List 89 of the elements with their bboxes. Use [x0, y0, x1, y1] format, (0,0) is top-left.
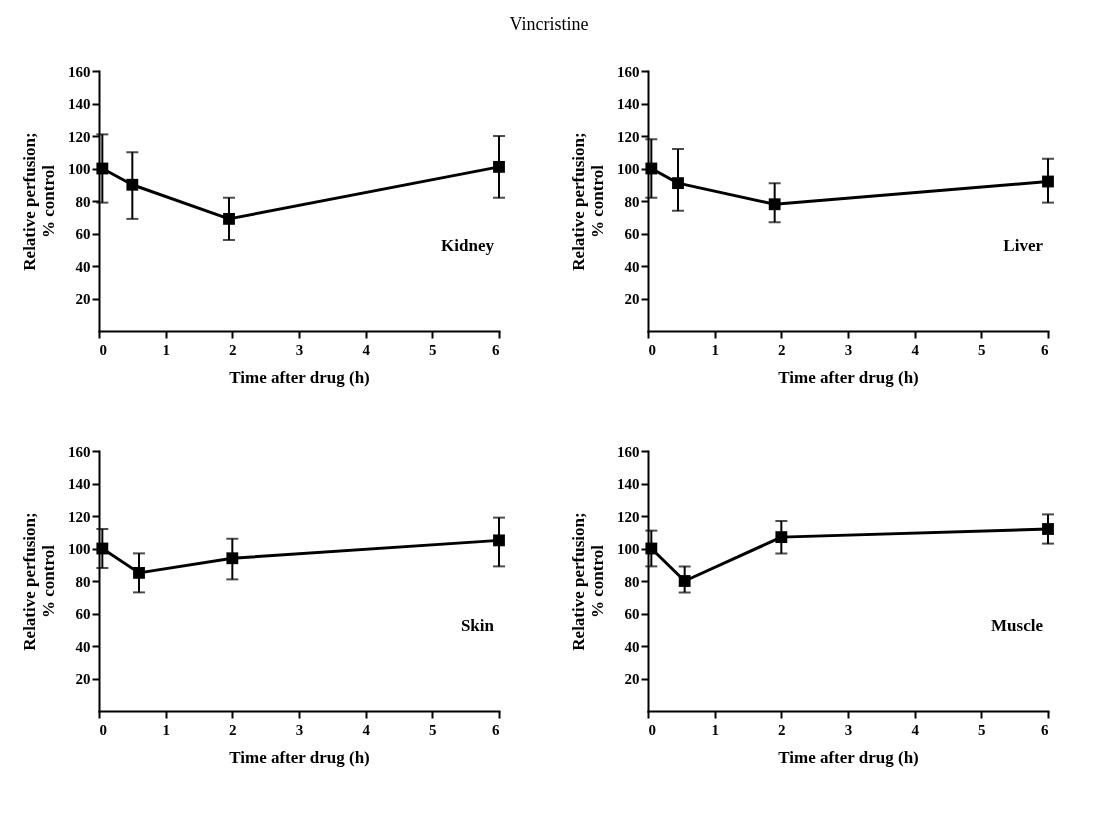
y-tick-label: 100: [617, 161, 640, 177]
x-tick-label: 1: [711, 721, 719, 738]
y-tick-label: 160: [617, 63, 640, 80]
y-tick-label: 140: [617, 476, 640, 492]
y-tick-label: 120: [68, 508, 91, 525]
x-axis-title: Time after drug (h): [778, 367, 919, 387]
x-tick-label: 4: [911, 341, 920, 358]
y-tick-label: 80: [624, 193, 640, 210]
y-tick-label: 160: [68, 443, 91, 460]
point: [96, 542, 109, 555]
x-tick-label: 4: [362, 721, 371, 738]
y-tick-label: 20: [75, 671, 91, 687]
x-tick-label: 1: [711, 341, 719, 358]
y-tick-label: 80: [75, 573, 91, 590]
y-tick-label: 140: [617, 96, 640, 112]
y-tick-label: 120: [617, 128, 640, 145]
y-tick-label: 140: [68, 476, 91, 492]
y-axis-title: Relative perfusion; % control: [569, 512, 607, 651]
annotation: Muscle: [991, 616, 1044, 635]
y-tick-label: 60: [624, 606, 640, 622]
x-tick-label: 0: [648, 341, 656, 358]
x-tick-label: 6: [1041, 721, 1049, 738]
x-tick-label: 6: [492, 721, 500, 738]
y-tick-label: 100: [617, 541, 640, 557]
point: [645, 162, 658, 175]
y-tick-label: 60: [75, 226, 91, 242]
y-tick-label: 20: [624, 671, 640, 687]
x-tick-label: 5: [978, 341, 986, 358]
y-tick-label: 40: [624, 258, 640, 275]
x-tick-label: 4: [911, 721, 920, 738]
annotation: Kidney: [441, 236, 495, 255]
x-tick-label: 2: [778, 341, 786, 358]
x-tick-label: 0: [648, 721, 656, 738]
x-tick-label: 3: [844, 341, 853, 358]
point: [1042, 175, 1054, 188]
y-tick-label: 60: [75, 606, 91, 622]
x-tick-label: 2: [229, 341, 237, 358]
y-axis-title: Relative perfusion; % control: [20, 512, 58, 651]
y-tick-label: 20: [75, 291, 91, 307]
x-tick-label: 3: [295, 341, 304, 358]
x-axis-title: Time after drug (h): [229, 367, 370, 387]
annotation: Liver: [1003, 236, 1044, 255]
annotation: Skin: [460, 616, 495, 635]
x-tick-label: 4: [362, 341, 371, 358]
x-tick-label: 2: [778, 721, 786, 738]
point: [775, 531, 788, 544]
point: [133, 566, 145, 579]
x-tick-label: 1: [162, 721, 170, 738]
y-tick-label: 80: [75, 193, 91, 210]
x-tick-label: 0: [99, 341, 107, 358]
point: [226, 552, 239, 565]
point: [493, 160, 505, 173]
point: [126, 178, 139, 191]
y-tick-label: 40: [75, 638, 91, 655]
y-tick-label: 100: [68, 161, 91, 177]
point: [1042, 523, 1054, 535]
y-tick-label: 40: [75, 258, 91, 275]
y-tick-label: 100: [68, 541, 91, 557]
y-tick-label: 160: [617, 443, 640, 460]
y-tick-label: 120: [617, 508, 640, 525]
y-axis-title: Relative perfusion; % control: [569, 132, 607, 271]
x-tick-label: 5: [429, 721, 437, 738]
x-tick-label: 5: [429, 341, 437, 358]
y-tick-label: 60: [624, 226, 640, 242]
x-tick-label: 3: [295, 721, 304, 738]
text: Vincristine: [509, 14, 589, 34]
x-tick-label: 6: [1041, 341, 1049, 358]
point: [678, 575, 691, 587]
y-tick-label: 140: [68, 96, 91, 112]
y-tick-label: 120: [68, 128, 91, 145]
x-axis-title: Time after drug (h): [778, 747, 919, 767]
x-tick-label: 0: [99, 721, 107, 738]
point: [223, 212, 235, 225]
point: [672, 177, 684, 190]
point: [768, 198, 781, 211]
y-axis-title: Relative perfusion; % control: [20, 132, 58, 271]
point: [493, 534, 505, 547]
y-tick-label: 80: [624, 573, 640, 590]
point: [96, 162, 109, 175]
x-tick-label: 1: [162, 341, 170, 358]
point: [645, 542, 658, 555]
x-tick-label: 3: [844, 721, 853, 738]
y-tick-label: 20: [624, 291, 640, 307]
x-tick-label: 5: [978, 721, 986, 738]
x-tick-label: 6: [492, 341, 500, 358]
x-tick-label: 2: [229, 721, 237, 738]
y-tick-label: 40: [624, 638, 640, 655]
y-tick-label: 160: [68, 63, 91, 80]
x-axis-title: Time after drug (h): [229, 747, 370, 767]
